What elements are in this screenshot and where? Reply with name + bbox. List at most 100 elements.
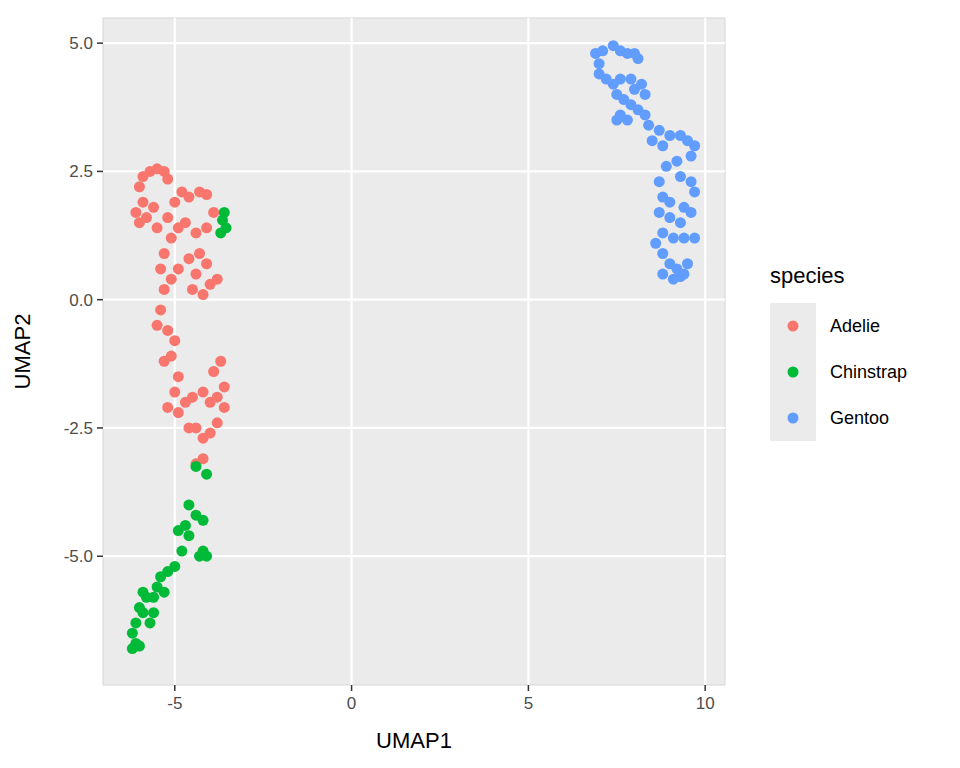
point: [187, 284, 198, 295]
point: [194, 248, 205, 259]
point: [615, 74, 626, 85]
point: [215, 356, 226, 367]
point: [201, 469, 212, 480]
legend-key: [770, 395, 816, 441]
point: [183, 530, 194, 541]
point: [162, 325, 173, 336]
point: [134, 602, 145, 613]
point: [622, 115, 633, 126]
point: [155, 571, 166, 582]
point: [173, 407, 184, 418]
tick-label-x: 0: [347, 694, 356, 713]
point: [173, 222, 184, 233]
point: [686, 151, 697, 162]
point: [173, 525, 184, 536]
tick-label-x: -5: [167, 694, 182, 713]
point: [152, 222, 163, 233]
point: [145, 617, 156, 628]
point: [668, 233, 679, 244]
point: [664, 197, 675, 208]
legend-marker: [788, 321, 799, 332]
point: [219, 402, 230, 413]
chart: -505105.02.50.0-2.5-5.0UMAP1UMAP2species…: [0, 0, 960, 768]
plot-frame: [103, 18, 725, 685]
tick-label-y: -2.5: [64, 419, 93, 438]
y-axis-title: UMAP2: [10, 314, 35, 390]
point: [137, 197, 148, 208]
point: [689, 186, 700, 197]
point: [159, 248, 170, 259]
point: [198, 387, 209, 398]
point: [657, 269, 668, 280]
points: [127, 40, 700, 654]
point: [162, 402, 173, 413]
point: [162, 212, 173, 223]
point: [148, 202, 159, 213]
tick-label-y: 5.0: [69, 34, 93, 53]
point: [190, 227, 201, 238]
point: [647, 135, 658, 146]
point: [657, 140, 668, 151]
grid-line-x: [350, 18, 352, 685]
point: [664, 130, 675, 141]
point: [594, 58, 605, 69]
point: [675, 217, 686, 228]
point: [201, 189, 212, 200]
legend-key: [770, 303, 816, 349]
point: [654, 176, 665, 187]
legend-label: Gentoo: [830, 408, 889, 428]
tick-x: [528, 685, 530, 691]
legend-label: Adelie: [830, 316, 880, 336]
point: [633, 53, 644, 64]
point: [169, 387, 180, 398]
legend-label: Chinstrap: [830, 362, 907, 382]
point: [183, 192, 194, 203]
point: [134, 641, 145, 652]
point: [650, 238, 661, 249]
tick-label-y: 0.0: [69, 291, 93, 310]
grid-line-x: [527, 18, 529, 685]
point: [183, 499, 194, 510]
point: [148, 607, 159, 618]
point: [643, 120, 654, 131]
tick-y: [97, 42, 103, 44]
point: [611, 115, 622, 126]
point: [686, 207, 697, 218]
point: [219, 381, 230, 392]
point: [654, 207, 665, 218]
point: [155, 263, 166, 274]
point: [212, 392, 223, 403]
point: [689, 140, 700, 151]
point: [159, 284, 170, 295]
legend-marker: [788, 367, 799, 378]
grid-line-y: [103, 170, 725, 172]
grid-line-y: [103, 42, 725, 44]
point: [198, 289, 209, 300]
point: [657, 248, 668, 259]
point: [671, 156, 682, 167]
point: [675, 271, 686, 282]
legend-marker: [788, 413, 799, 424]
point: [127, 628, 138, 639]
point: [640, 89, 651, 100]
tick-x: [704, 685, 706, 691]
tick-label-y: -5.0: [64, 547, 93, 566]
grid-line-y: [103, 299, 725, 301]
point: [675, 171, 686, 182]
point: [166, 274, 177, 285]
point: [169, 197, 180, 208]
point: [155, 304, 166, 315]
point: [625, 74, 636, 85]
point: [183, 422, 194, 433]
point: [190, 269, 201, 280]
point: [664, 212, 675, 223]
point: [689, 233, 700, 244]
point: [657, 227, 668, 238]
point: [173, 263, 184, 274]
point: [130, 207, 141, 218]
point: [201, 258, 212, 269]
point: [183, 253, 194, 264]
point: [198, 433, 209, 444]
tick-y: [97, 171, 103, 173]
tick-label-x: 5: [524, 694, 533, 713]
